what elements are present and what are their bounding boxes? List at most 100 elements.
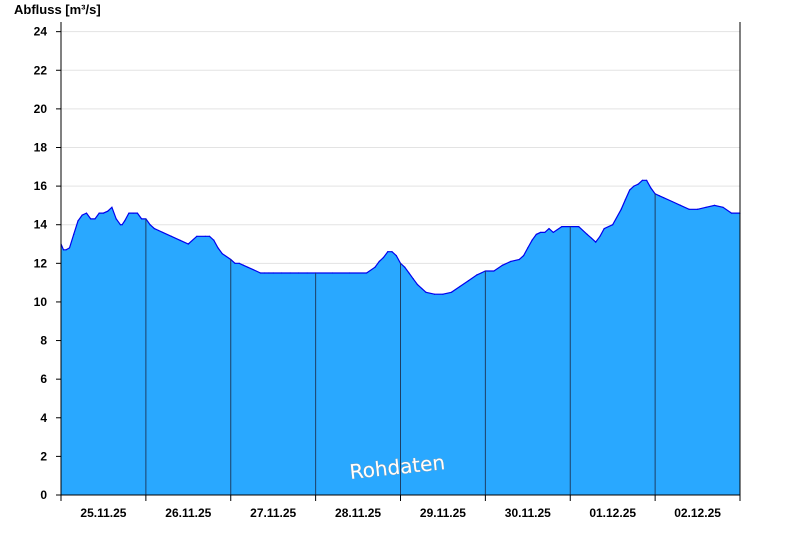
y-tick-label: 8 [40,334,47,348]
x-tick-label: 30.11.25 [505,506,551,520]
x-tick-label: 27.11.25 [250,506,296,520]
data-point [391,251,393,253]
y-tick-label: 18 [34,140,48,154]
data-point [408,272,410,274]
data-point [548,227,550,230]
data-point [730,212,733,214]
x-tick-label: 25.11.25 [80,506,126,520]
y-axis-label: Abfluss [m³/s] [14,2,101,17]
data-point [637,183,639,185]
data-point [298,272,300,274]
y-tick-label: 20 [34,102,48,116]
data-point [187,243,189,245]
data-point [412,278,414,280]
data-point [102,212,105,214]
x-tick-label: 28.11.25 [335,506,381,520]
data-point [238,262,240,264]
data-point [459,285,461,288]
data-point [204,235,206,237]
data-point [404,266,406,268]
data-point [107,210,109,212]
data-point [221,253,223,255]
data-point [128,212,130,214]
data-point [158,229,160,232]
data-point [242,264,245,266]
data-point [378,260,380,262]
y-tick-label: 4 [40,411,47,425]
x-tick-label: 01.12.25 [589,506,636,520]
data-point [518,258,520,261]
data-point [255,270,257,272]
data-point [578,226,580,228]
data-point [374,266,376,268]
data-point [289,272,291,274]
data-point [268,272,270,274]
y-tick-label: 12 [34,256,48,270]
data-point [98,212,100,214]
data-point [153,227,155,230]
data-point [658,195,660,197]
data-point [561,226,563,228]
data-point [501,264,503,266]
x-tick-label: 29.11.25 [420,506,466,520]
data-point [90,218,92,220]
x-tick-label: 26.11.25 [165,506,211,520]
data-point [696,208,699,210]
data-point [111,206,113,208]
data-point [179,239,181,241]
data-point [531,239,533,241]
data-point [149,224,151,226]
data-point [722,206,724,208]
data-point [119,224,122,226]
data-point [387,251,389,253]
data-point [259,272,262,274]
data-point [121,224,123,226]
data-point [612,224,614,226]
data-point [705,206,707,208]
data-point [382,256,385,259]
data-point [476,274,478,276]
data-point [480,272,482,274]
data-point [650,187,652,189]
data-point [433,293,436,295]
data-point [306,272,308,274]
data-point [247,266,249,268]
data-point [141,218,143,220]
data-point [425,291,427,293]
data-point [196,235,198,237]
data-point [416,283,419,286]
data-point [264,272,266,274]
data-point [493,270,495,272]
data-point [332,272,334,274]
data-point [65,249,67,251]
data-point [467,280,469,282]
data-point [713,204,716,207]
data-point [62,249,65,251]
data-point [85,212,88,214]
data-point [535,233,537,235]
data-point [539,231,542,234]
data-point [671,200,673,203]
data-point [395,255,397,257]
y-tick-label: 2 [40,449,47,463]
data-point [348,272,351,274]
y-tick-label: 14 [34,218,48,232]
data-point [663,197,665,199]
y-tick-label: 0 [40,488,47,502]
data-point [73,233,75,235]
data-point [272,272,274,274]
data-point [629,189,631,191]
data-point [595,241,597,243]
data-point [213,239,215,241]
data-point [620,208,622,210]
data-point [624,199,627,201]
data-point [544,231,546,234]
data-point [77,220,79,222]
data-point [68,247,71,249]
y-tick-label: 22 [34,63,48,77]
data-point [162,231,164,234]
data-point [124,220,126,222]
data-point [170,235,172,237]
x-ticks: 25.11.25 26.11.25 27.11.25 28.11.25 29.11.25… [60,495,741,520]
data-point [234,262,236,264]
